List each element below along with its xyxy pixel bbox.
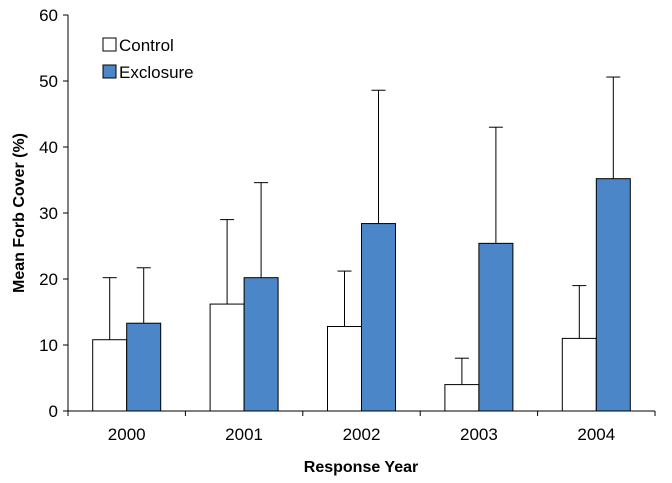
bar-exclosure-2002 [361,223,396,412]
legend-label-control: Control [119,36,174,55]
y-tick-label: 10 [39,336,58,355]
bar-exclosure-2004 [595,178,631,412]
bar-control-2002 [327,326,362,412]
y-tick-label: 40 [39,138,58,157]
bar-control-2003 [444,384,480,412]
y-tick-label: 30 [39,204,58,223]
y-axis-ticks: 0 10 20 30 40 50 60 [39,6,68,421]
legend-swatch-exclosure [102,64,117,79]
y-tick-label: 60 [39,6,58,25]
y-tick-label: 0 [49,402,58,421]
x-tick-label: 2003 [460,425,498,444]
bar-exclosure-2001 [243,277,279,412]
legend-label-exclosure: Exclosure [119,63,194,82]
y-tick-label: 20 [39,270,58,289]
x-tick-label: 2001 [225,425,263,444]
bar-control-2001 [209,303,245,412]
legend-swatch-control [102,37,117,52]
error-bars [102,76,621,385]
bar-exclosure-2000 [126,322,162,412]
bar-control-2004 [561,337,597,412]
x-tick-label: 2000 [108,425,146,444]
legend: Control Exclosure [102,36,194,82]
y-tick-label: 50 [39,72,58,91]
x-tick-label: 2004 [577,425,615,444]
bar-group [92,178,631,412]
axes [67,15,655,412]
bar-exclosure-2003 [478,242,514,412]
x-axis-title: Response Year [304,459,418,476]
x-tick-label: 2002 [343,425,381,444]
bar-control-2000 [92,339,128,412]
y-axis-title: Mean Forb Cover (%) [11,133,28,293]
x-axis-ticks: 2000 2001 2002 2003 2004 [67,411,656,444]
